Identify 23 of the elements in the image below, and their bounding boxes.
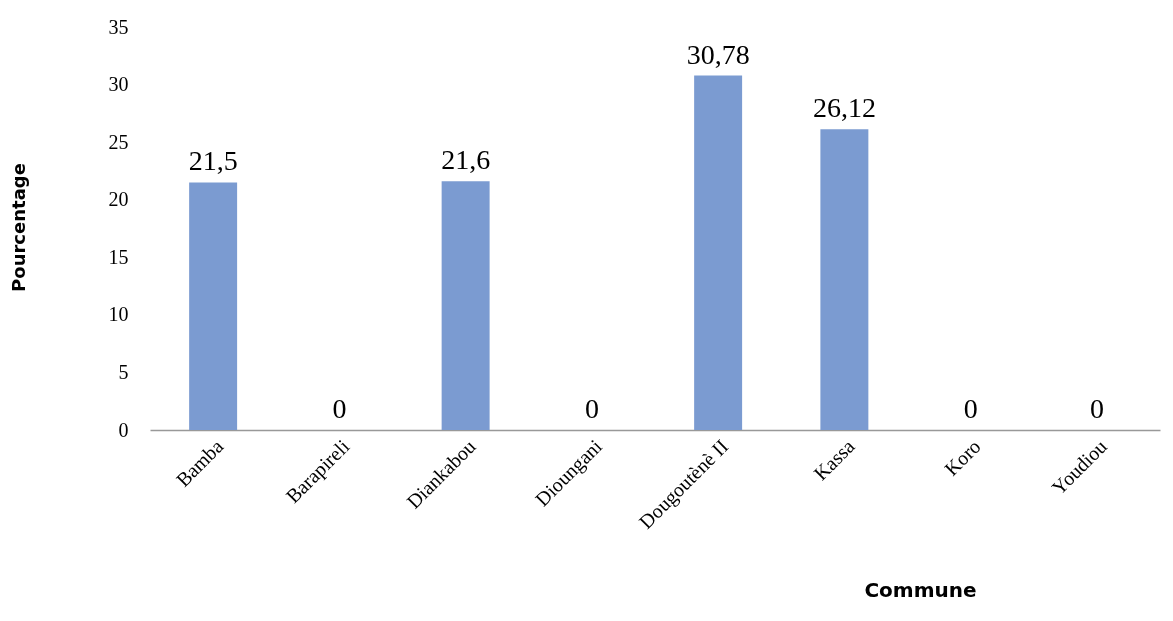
data-label: 21,6	[441, 144, 491, 176]
y-tick-label: 30	[108, 73, 129, 96]
y-tick-label: 25	[108, 130, 129, 153]
x-tick-label: Koro	[940, 435, 985, 480]
y-tick-label: 5	[118, 360, 129, 383]
bar	[820, 129, 869, 430]
y-tick-label: 0	[118, 418, 129, 441]
y-tick-label: 35	[108, 15, 129, 38]
x-axis-title: Commune	[864, 577, 977, 602]
bar	[694, 75, 743, 430]
data-label: 26,12	[812, 92, 876, 124]
data-label: 21,5	[188, 145, 238, 177]
data-label: 0	[332, 393, 347, 424]
data-label: 0	[963, 393, 978, 424]
bar	[189, 182, 238, 430]
y-tick-label: 15	[108, 245, 129, 268]
y-tick-label: 10	[108, 303, 129, 326]
data-label: 30,78	[686, 38, 750, 70]
y-tick-label: 20	[108, 188, 129, 211]
data-label: 0	[1089, 393, 1104, 424]
bar	[441, 181, 490, 430]
y-axis-title: Pourcentage	[7, 163, 29, 292]
data-label: 0	[584, 393, 599, 424]
